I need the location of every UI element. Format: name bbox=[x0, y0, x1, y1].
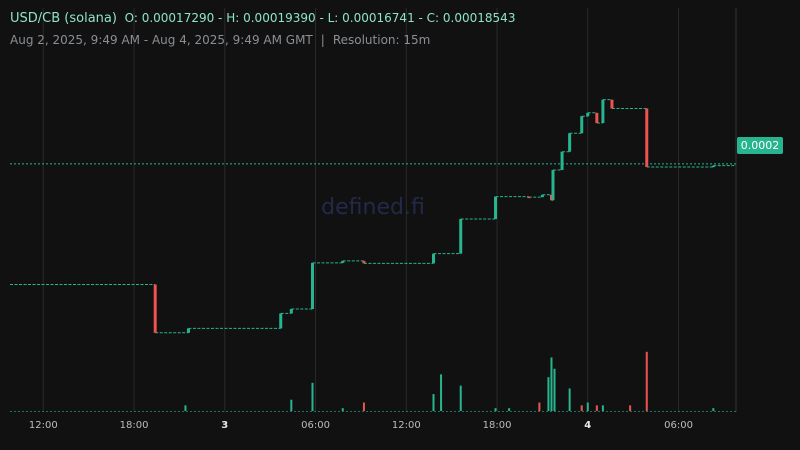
volume-bar bbox=[459, 385, 462, 411]
watermark: defined.fi bbox=[321, 195, 425, 220]
volume-bar bbox=[508, 408, 511, 411]
volume-bar bbox=[184, 405, 187, 411]
x-axis-ticks: 12:00 18:00 3 06:00 12:00 18:00 4 06:00 bbox=[29, 420, 693, 431]
volume-bar bbox=[290, 399, 293, 411]
low-label: L: bbox=[327, 11, 339, 25]
x-tick-label: 06:00 bbox=[664, 420, 693, 431]
volume-bar bbox=[595, 405, 598, 411]
pair-name: USD/CB (solana) bbox=[10, 11, 117, 26]
volume-bar bbox=[547, 377, 550, 411]
volume-bar bbox=[601, 405, 604, 411]
volume-bar bbox=[586, 402, 589, 411]
x-tick-label: 18:00 bbox=[483, 420, 512, 431]
high-value: 0.00019390 bbox=[243, 11, 316, 25]
candle bbox=[540, 194, 544, 198]
grid bbox=[10, 8, 737, 412]
volume-bar bbox=[440, 374, 443, 411]
volume-bar bbox=[432, 394, 435, 411]
candle bbox=[560, 151, 564, 170]
date-range: Aug 2, 2025, 9:49 AM - Aug 4, 2025, 9:49… bbox=[10, 33, 313, 47]
candle bbox=[586, 112, 590, 117]
volume-bar bbox=[362, 402, 365, 411]
candle bbox=[432, 253, 435, 264]
open-value: 0.00017290 bbox=[141, 11, 215, 25]
volume-bar bbox=[629, 405, 632, 411]
candle bbox=[580, 116, 584, 134]
volume-bar bbox=[538, 402, 541, 411]
candle bbox=[459, 219, 463, 254]
candle bbox=[494, 196, 498, 220]
candle bbox=[645, 108, 649, 167]
high-label: H: bbox=[226, 11, 240, 25]
ohlc-header: USD/CB (solana) O: 0.00017290 - H: 0.000… bbox=[10, 11, 516, 26]
volume-bar bbox=[553, 368, 556, 411]
open-label: O: bbox=[124, 11, 138, 25]
candle bbox=[341, 260, 345, 263]
header-separator: | bbox=[320, 33, 325, 47]
current-price-label: 0.0002 bbox=[737, 137, 783, 154]
candle bbox=[279, 313, 283, 329]
candle bbox=[549, 194, 553, 201]
low-value: 0.00016741 bbox=[342, 11, 415, 25]
candle bbox=[568, 133, 572, 152]
volume-bar bbox=[494, 408, 497, 411]
volume-bar bbox=[580, 405, 583, 411]
candle bbox=[289, 309, 293, 314]
candle bbox=[153, 284, 157, 333]
x-tick-label: 12:00 bbox=[392, 420, 421, 431]
candle bbox=[186, 328, 190, 333]
candle bbox=[551, 169, 555, 201]
volume-bars bbox=[184, 351, 715, 411]
x-tick-label: 4 bbox=[584, 420, 591, 431]
volume-bar bbox=[341, 408, 344, 411]
close-label: C: bbox=[426, 11, 440, 25]
volume-bar bbox=[311, 382, 314, 411]
volume-bar bbox=[568, 388, 571, 411]
candle bbox=[595, 112, 599, 123]
volume-bar bbox=[645, 351, 648, 411]
price-series bbox=[10, 99, 736, 334]
candle bbox=[601, 99, 605, 123]
candle bbox=[362, 260, 366, 264]
candle bbox=[711, 165, 715, 168]
volume-bar bbox=[712, 408, 715, 411]
x-tick-label: 3 bbox=[221, 420, 228, 431]
volume-bar bbox=[550, 357, 553, 411]
candle bbox=[311, 262, 314, 310]
resolution: Resolution: 15m bbox=[332, 33, 431, 47]
x-tick-label: 06:00 bbox=[301, 420, 330, 431]
x-tick-label: 12:00 bbox=[29, 420, 58, 431]
x-tick-label: 18:00 bbox=[120, 420, 149, 431]
range-header: Aug 2, 2025, 9:49 AM - Aug 4, 2025, 9:49… bbox=[10, 33, 430, 47]
close-value: 0.00018543 bbox=[442, 11, 516, 25]
candle bbox=[610, 99, 614, 109]
candle bbox=[527, 196, 531, 199]
